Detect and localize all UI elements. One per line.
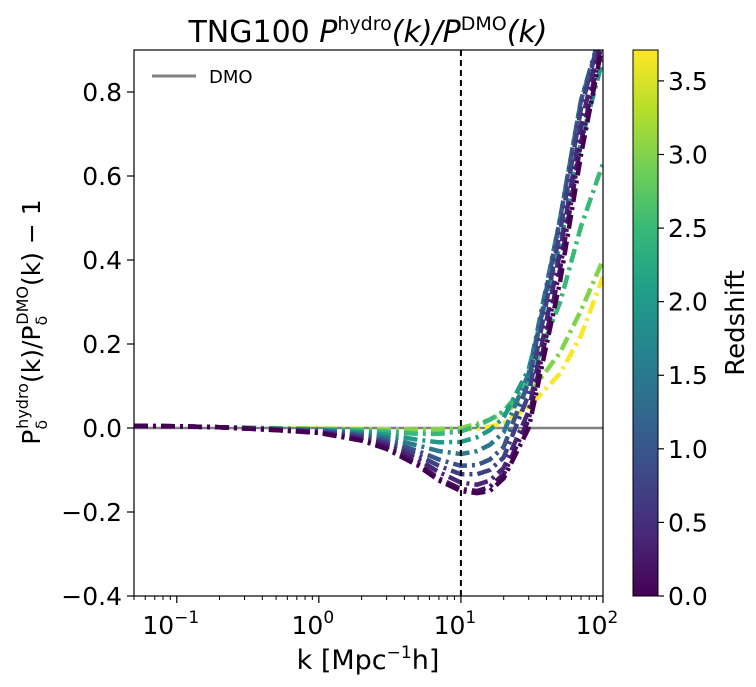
colorbar-tick-label: 0.5 bbox=[668, 508, 708, 537]
series-line-z0.2 bbox=[134, 50, 603, 494]
x-tick-label: 102 bbox=[576, 608, 619, 640]
colorbar-label: Redshift bbox=[721, 270, 751, 376]
y-tick-label: 0.6 bbox=[82, 162, 122, 191]
colorbar-tick-label: 1.5 bbox=[668, 361, 708, 390]
series-line-z1.5 bbox=[134, 50, 599, 457]
x-tick-label: 101 bbox=[434, 608, 477, 640]
y-axis-label: Pδhydro(k)/PδDMO(k) − 1 bbox=[13, 199, 51, 444]
colorbar-tick-label: 2.0 bbox=[668, 288, 708, 317]
series-line-z0 bbox=[134, 50, 603, 496]
plot-frame bbox=[133, 49, 604, 597]
y-tick-label: −0.4 bbox=[61, 582, 122, 611]
colorbar-tick-label: 3.0 bbox=[668, 140, 708, 169]
x-tick-label: 10−1 bbox=[142, 608, 199, 640]
legend: DMO bbox=[152, 67, 253, 88]
colorbar-tick-label: 2.5 bbox=[668, 214, 708, 243]
series-line-z2.5 bbox=[134, 162, 603, 437]
x-axis: 10−1 100 101 102 bbox=[133, 596, 619, 640]
y-tick-label: 0.4 bbox=[82, 246, 122, 275]
series-line-z2 bbox=[134, 57, 603, 445]
x-axis-label: k [Mpc−1h] bbox=[297, 643, 440, 676]
y-axis: −0.4 −0.2 0.0 0.2 0.4 0.6 0.8 bbox=[61, 78, 134, 611]
series-line-z3 bbox=[134, 259, 603, 433]
colorbar-tick-label: 3.5 bbox=[668, 67, 708, 96]
x-tick-label: 100 bbox=[292, 608, 335, 640]
legend-label-dmo: DMO bbox=[209, 67, 253, 88]
y-tick-label: −0.2 bbox=[61, 498, 122, 527]
colorbar-tick-label: 1.0 bbox=[668, 435, 708, 464]
series-line-z1 bbox=[134, 50, 599, 469]
colorbar-bar bbox=[632, 49, 659, 597]
chart-title: TNG100 Phydro(k)/PDMO(k) bbox=[187, 13, 547, 50]
plot-background bbox=[134, 50, 603, 596]
y-tick-label: 0.2 bbox=[82, 330, 122, 359]
colorbar: 0.0 0.5 1.0 1.5 2.0 2.5 3.0 3.5 Redshift bbox=[632, 49, 751, 611]
plot-area bbox=[133, 49, 604, 597]
y-tick-label: 0.8 bbox=[82, 78, 122, 107]
colorbar-tick-label: 0.0 bbox=[668, 582, 708, 611]
series-line-z0.7 bbox=[134, 50, 599, 477]
y-tick-label: 0.0 bbox=[82, 414, 122, 443]
